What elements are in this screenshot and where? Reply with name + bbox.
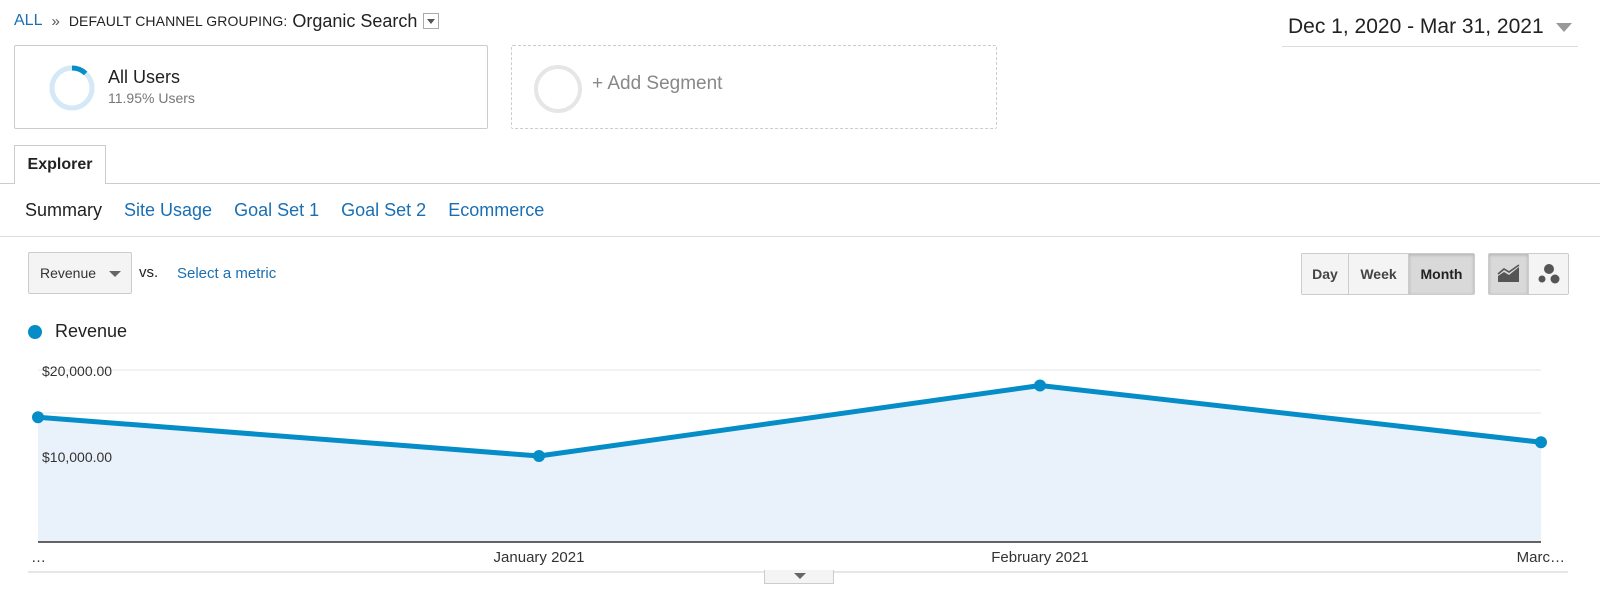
- primary-metric-select[interactable]: Revenue: [28, 252, 132, 294]
- segment-subtitle: 11.95% Users: [108, 90, 195, 106]
- data-point: [1535, 436, 1547, 449]
- revenue-chart: $20,000.00 $10,000.00 … January 2021 Februar…: [28, 363, 1568, 573]
- segment-title: All Users: [108, 67, 181, 87]
- motion-chart-icon: [1538, 264, 1559, 284]
- x-tick-label: Marc…: [1517, 549, 1565, 566]
- line-chart-button[interactable]: [1489, 254, 1529, 294]
- x-tick-label: February 2021: [991, 549, 1089, 566]
- dimension-dropdown-button[interactable]: [423, 13, 440, 29]
- legend-dot: [28, 324, 42, 339]
- select-metric-link[interactable]: Select a metric: [177, 265, 277, 282]
- motion-chart-button[interactable]: [1529, 254, 1568, 294]
- breadcrumb-separator: »: [51, 12, 60, 30]
- subnav-ecommerce[interactable]: Ecommerce: [448, 199, 545, 220]
- revenue-line: [37, 382, 1542, 459]
- breadcrumb-dimension-label: DEFAULT CHANNEL GROUPING:: [68, 13, 288, 29]
- tab-divider: [0, 183, 1600, 184]
- chart-view-group: [1488, 253, 1569, 295]
- y-tick-label: $20,000.00: [42, 363, 112, 379]
- breadcrumb-dimension-value: Organic Search: [292, 10, 418, 31]
- tab-explorer[interactable]: Explorer: [14, 145, 106, 184]
- month-button[interactable]: Month: [1409, 254, 1474, 294]
- segment-donut-icon: [49, 65, 95, 111]
- data-point: [1034, 379, 1046, 392]
- subnav-divider: [0, 236, 1600, 237]
- subnav-goal-set-1[interactable]: Goal Set 1: [234, 199, 320, 220]
- explorer-subnav: Summary Site Usage Goal Set 1 Goal Set 2…: [25, 199, 566, 221]
- vs-label: vs.: [139, 264, 159, 281]
- chart-legend: Revenue: [28, 321, 127, 342]
- segment-all-users[interactable]: All Users 11.95% Users: [14, 45, 488, 129]
- add-segment-label: + Add Segment: [592, 73, 723, 94]
- chevron-down-icon: [1556, 23, 1572, 32]
- chevron-down-icon: [109, 271, 121, 277]
- breadcrumb: ALL » DEFAULT CHANNEL GROUPING: Organic …: [14, 10, 440, 32]
- subnav-summary[interactable]: Summary: [25, 199, 103, 220]
- period-button-group: Day Week Month: [1301, 253, 1475, 295]
- subnav-goal-set-2[interactable]: Goal Set 2: [341, 199, 427, 220]
- primary-metric-value: Revenue: [40, 265, 97, 281]
- revenue-area: [38, 385, 1541, 542]
- day-button[interactable]: Day: [1302, 254, 1349, 294]
- x-tick-label: January 2021: [494, 549, 585, 566]
- x-tick-label: …: [31, 549, 46, 566]
- breadcrumb-all-link[interactable]: ALL: [14, 12, 43, 29]
- legend-label: Revenue: [55, 321, 128, 341]
- data-point: [533, 450, 545, 462]
- date-range-text: Dec 1, 2020 - Mar 31, 2021: [1288, 15, 1544, 38]
- empty-segment-circle-icon: [534, 65, 582, 113]
- subnav-site-usage[interactable]: Site Usage: [124, 199, 213, 220]
- data-point: [32, 411, 44, 424]
- date-range-picker[interactable]: Dec 1, 2020 - Mar 31, 2021: [1282, 8, 1578, 47]
- line-chart-icon: [1496, 264, 1519, 282]
- y-tick-label: $10,000.00: [42, 449, 112, 465]
- week-button[interactable]: Week: [1349, 254, 1409, 294]
- collapse-chart-button[interactable]: [764, 570, 834, 584]
- add-segment-button[interactable]: + Add Segment: [511, 45, 997, 129]
